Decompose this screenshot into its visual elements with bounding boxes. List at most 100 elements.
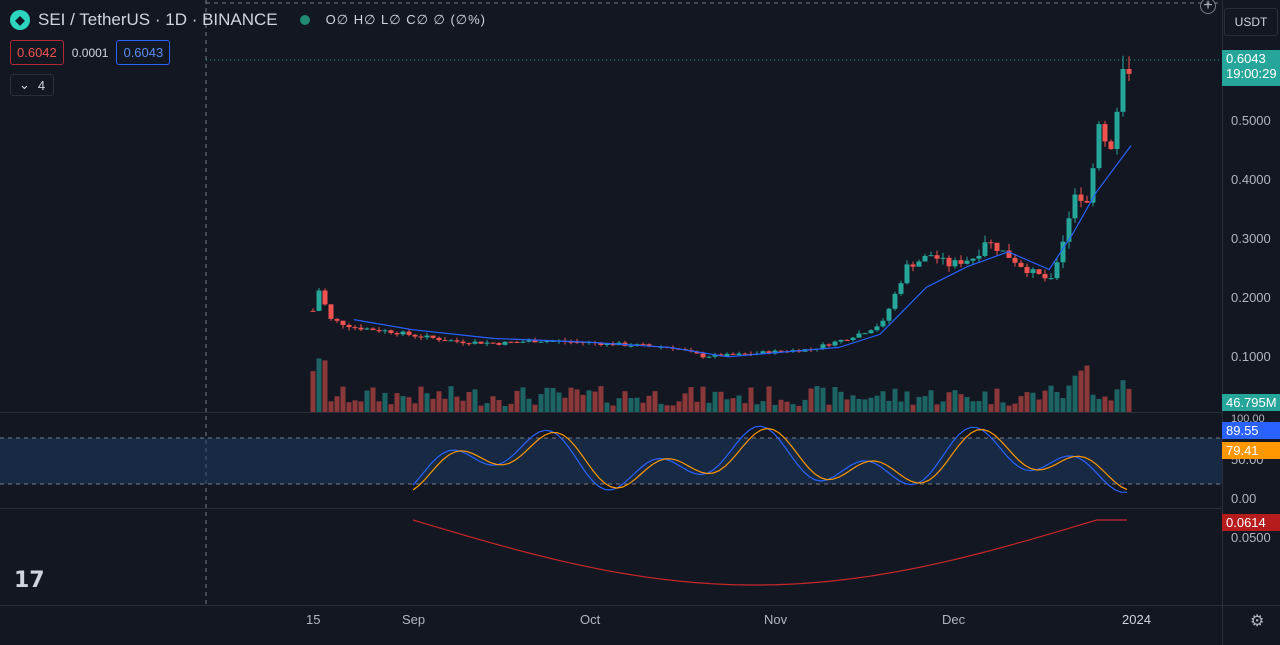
- volume-bars-group: [310, 358, 1132, 412]
- candle-body: [382, 330, 388, 332]
- volume-bar: [712, 391, 718, 412]
- volume-bar: [538, 393, 544, 412]
- volume-bar: [448, 386, 454, 412]
- volume-bar: [1108, 400, 1114, 412]
- volume-bar: [346, 402, 352, 412]
- candle-body: [460, 341, 466, 344]
- rsi-tick: 0.00: [1231, 491, 1257, 506]
- volume-bar: [484, 403, 490, 412]
- volume-bar: [526, 398, 532, 412]
- candle-body: [856, 333, 862, 338]
- indicators-count: 4: [37, 77, 46, 93]
- symbol-title[interactable]: SEI / TetherUS · 1D · BINANCE: [38, 10, 278, 29]
- volume-bar: [454, 396, 460, 412]
- volume-bar: [340, 386, 346, 412]
- volume-bar: [730, 398, 736, 412]
- candle-body: [952, 260, 958, 267]
- candle-body: [568, 341, 574, 343]
- candle-body: [364, 328, 370, 330]
- volume-bar: [436, 391, 442, 412]
- pane-separator[interactable]: [0, 412, 1280, 413]
- candle-body: [778, 350, 784, 352]
- volume-bar: [418, 386, 424, 412]
- volume-bar: [1102, 396, 1108, 412]
- symbol-legend[interactable]: ◆ SEI / TetherUS · 1D · BINANCE O∅ H∅ L∅…: [10, 10, 486, 30]
- candle-body: [1120, 68, 1126, 112]
- candle-body: [574, 341, 580, 343]
- candle-body: [424, 335, 430, 338]
- volume-bar: [472, 389, 478, 412]
- candle-body: [880, 320, 886, 327]
- candle-body: [730, 353, 736, 355]
- chart-canvas[interactable]: [0, 0, 1222, 605]
- time-label: Sep: [402, 612, 426, 627]
- volume-bar: [868, 397, 874, 412]
- volume-bar: [1048, 385, 1054, 412]
- volume-bar: [358, 401, 364, 412]
- volume-bar: [946, 392, 952, 412]
- time-axis[interactable]: [0, 605, 1222, 645]
- volume-bar: [778, 399, 784, 412]
- tradingview-logo-icon[interactable]: 17: [14, 568, 45, 593]
- price-axis[interactable]: [1222, 0, 1280, 605]
- indicators-toggle[interactable]: ⌄ 4: [10, 74, 55, 96]
- volume-tag: 46.795M: [1222, 394, 1280, 411]
- candle-body: [388, 330, 394, 334]
- candle-body: [994, 242, 1000, 251]
- volume-bar: [1000, 402, 1006, 412]
- candle-countdown: 19:00:29: [1226, 66, 1277, 81]
- volume-bar: [748, 387, 754, 412]
- candle-body: [1042, 273, 1048, 279]
- candle-body: [1054, 262, 1060, 279]
- candle-body: [1036, 269, 1042, 274]
- candle-body: [526, 340, 532, 342]
- volume-bar: [724, 399, 730, 412]
- volume-bar: [856, 398, 862, 412]
- candle-body: [406, 331, 412, 335]
- volume-bar: [502, 405, 508, 412]
- volume-bar: [628, 398, 634, 412]
- ma-line: [353, 145, 1132, 358]
- volume-bar: [898, 401, 904, 412]
- volume-bar: [496, 400, 502, 412]
- candle-body: [334, 318, 340, 321]
- current-price-tag: 0.6043 19:00:29: [1222, 50, 1280, 86]
- volume-bar: [1054, 391, 1060, 412]
- volume-bar: [952, 390, 958, 412]
- volume-bar: [478, 405, 484, 412]
- price-tick: 0.5000: [1231, 113, 1271, 128]
- volume-bar: [982, 391, 988, 412]
- candle-body: [442, 340, 448, 342]
- candle-body: [886, 308, 892, 321]
- candle-body: [1048, 278, 1054, 280]
- candle-body: [520, 341, 526, 343]
- chart-area[interactable]: [0, 0, 1222, 605]
- candle-body: [760, 351, 766, 354]
- volume-bar: [646, 395, 652, 412]
- candle-body: [826, 344, 832, 346]
- volume-bar: [1114, 389, 1120, 412]
- volume-bar: [598, 386, 604, 412]
- volume-bar: [640, 402, 646, 412]
- volume-bar: [316, 358, 322, 412]
- sell-button[interactable]: 0.6042: [10, 40, 64, 65]
- volume-bar: [406, 397, 412, 412]
- volume-bar: [1090, 394, 1096, 412]
- volume-bar: [466, 392, 472, 412]
- candle-body: [1024, 266, 1030, 273]
- candle-body: [1090, 168, 1096, 203]
- volume-bar: [556, 392, 562, 412]
- volume-bar: [682, 393, 688, 412]
- volume-bar: [664, 405, 670, 412]
- volume-bar: [364, 390, 370, 412]
- buy-button[interactable]: 0.6043: [116, 40, 171, 65]
- axis-corner: [1222, 605, 1280, 645]
- pane-separator[interactable]: [0, 508, 1280, 509]
- add-icon[interactable]: +: [1200, 0, 1216, 14]
- currency-button[interactable]: USDT: [1224, 8, 1278, 36]
- settings-gear-icon[interactable]: ⚙: [1250, 613, 1265, 630]
- volume-bar: [922, 396, 928, 412]
- candle-body: [418, 336, 424, 338]
- volume-bar: [382, 392, 388, 412]
- candle-body: [1114, 111, 1120, 150]
